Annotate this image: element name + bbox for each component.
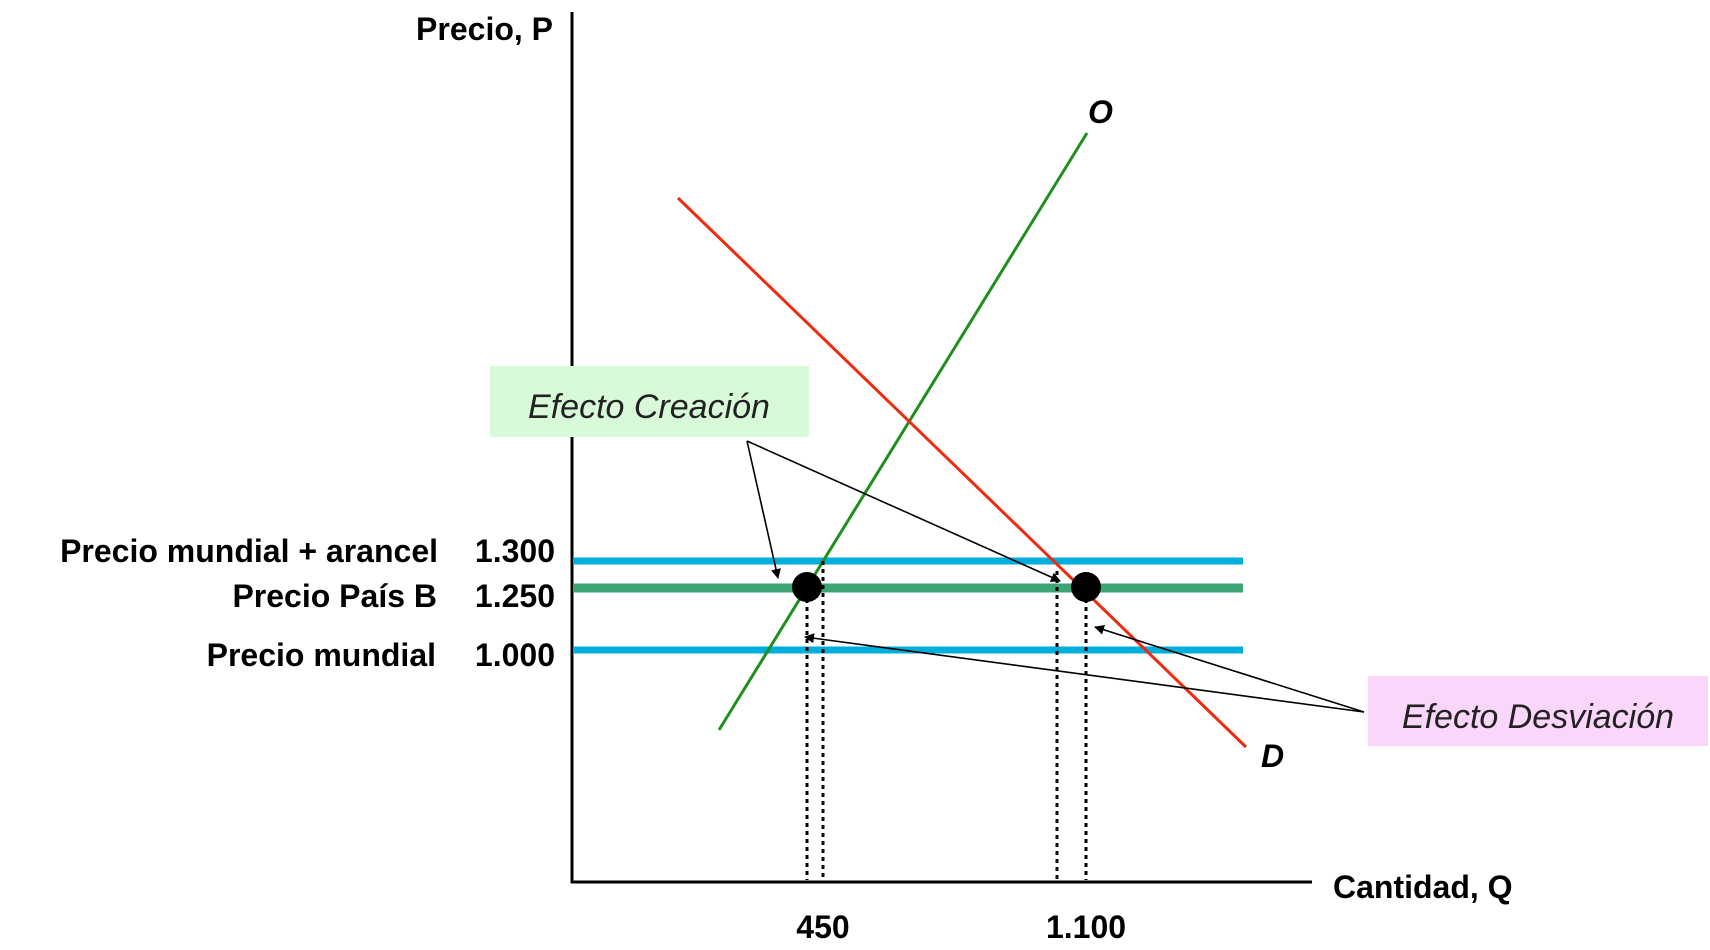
diversion-effect-label: Efecto Desviación [1402,698,1674,736]
creation-effect-arrow-demand [746,440,1061,582]
price-label-tariff-value: 1.300 [475,533,555,569]
x-tick-label: 450 [796,909,849,945]
diversion-effect-arrow-supply [804,633,1365,713]
x-tick-label: 1.100 [1046,909,1126,945]
demand-curve [676,196,1248,749]
supply-curve-label: O [1088,94,1113,130]
supply-curve [717,132,1089,731]
creation-effect-box [490,366,809,437]
diversion-effect-box [1368,676,1708,746]
creation-effect-label: Efecto Creación [528,388,770,426]
price-label-country-b-value: 1.250 [475,578,555,614]
price-label-world-value: 1.000 [475,637,555,673]
equilibrium-point-supply [792,572,822,602]
price-label-world-name: Precio mundial [207,637,436,673]
y-axis-label: Precio, P [416,11,553,47]
demand-curve-label: D [1261,738,1284,774]
x-axis-label: Cantidad, Q [1333,869,1513,905]
equilibrium-point-demand [1071,572,1101,602]
price-label-country-b-name: Precio País B [232,578,437,614]
creation-effect-arrow-supply [746,440,781,579]
price-label-tariff-name: Precio mundial + arancel [60,533,438,569]
diversion-effect-arrow-demand [1094,624,1365,713]
